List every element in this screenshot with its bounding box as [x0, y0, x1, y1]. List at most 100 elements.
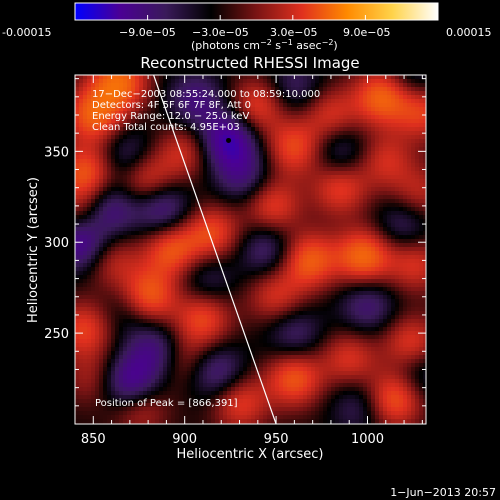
- heatmap-cell: [275, 107, 280, 112]
- heatmap-cell: [319, 295, 324, 300]
- heatmap-cell: [175, 215, 180, 220]
- heatmap-cell: [403, 151, 408, 156]
- heatmap-cell: [391, 275, 396, 280]
- heatmap-cell: [203, 147, 208, 152]
- heatmap-cell: [287, 79, 292, 84]
- heatmap-cell: [107, 199, 112, 204]
- heatmap-cell: [223, 115, 228, 120]
- heatmap-cell: [407, 111, 412, 116]
- heatmap-cell: [331, 115, 336, 120]
- heatmap-cell: [283, 171, 288, 176]
- heatmap-cell: [123, 255, 128, 260]
- heatmap-cell: [327, 275, 332, 280]
- heatmap-cell: [111, 279, 116, 284]
- heatmap-cell: [291, 95, 296, 100]
- heatmap-cell: [367, 271, 372, 276]
- heatmap-cell: [135, 267, 140, 272]
- heatmap-cell: [415, 187, 420, 192]
- heatmap-cell: [395, 131, 400, 136]
- heatmap-cell: [155, 235, 160, 240]
- heatmap-cell: [255, 79, 260, 84]
- heatmap-cell: [103, 299, 108, 304]
- heatmap-cell: [271, 195, 276, 200]
- heatmap-cell: [211, 147, 216, 152]
- heatmap-cell: [395, 139, 400, 144]
- heatmap-cell: [79, 219, 84, 224]
- heatmap-cell: [403, 179, 408, 184]
- heatmap-cell: [143, 287, 148, 292]
- heatmap-cell: [287, 147, 292, 152]
- heatmap-cell: [255, 203, 260, 208]
- heatmap-cell: [79, 91, 84, 96]
- heatmap-cell: [271, 247, 276, 252]
- heatmap-cell: [395, 127, 400, 132]
- heatmap-cell: [383, 111, 388, 116]
- heatmap-cell: [259, 123, 264, 128]
- heatmap-cell: [411, 99, 416, 104]
- heatmap-cell: [219, 239, 224, 244]
- heatmap-cell: [211, 283, 216, 288]
- heatmap-cell: [227, 207, 232, 212]
- heatmap-cell: [371, 295, 376, 300]
- heatmap-cell: [215, 91, 220, 96]
- heatmap-cell: [255, 287, 260, 292]
- heatmap-cell: [215, 283, 220, 288]
- heatmap-cell: [103, 291, 108, 296]
- heatmap-cell: [407, 239, 412, 244]
- heatmap-cell: [387, 91, 392, 96]
- heatmap-cell: [339, 187, 344, 192]
- heatmap-cell: [191, 219, 196, 224]
- heatmap-cell: [203, 191, 208, 196]
- heatmap-cell: [191, 243, 196, 248]
- heatmap-cell: [339, 143, 344, 148]
- heatmap-cell: [391, 91, 396, 96]
- heatmap-cell: [303, 87, 308, 92]
- heatmap-cell: [247, 91, 252, 96]
- heatmap-cell: [139, 291, 144, 296]
- heatmap-cell: [359, 215, 364, 220]
- heatmap-cell: [283, 147, 288, 152]
- heatmap-cell: [107, 155, 112, 160]
- heatmap-cell: [359, 119, 364, 124]
- heatmap-cell: [355, 75, 360, 80]
- heatmap-cell: [135, 103, 140, 108]
- heatmap-cell: [159, 131, 164, 136]
- heatmap-cell: [147, 239, 152, 244]
- heatmap-cell: [319, 259, 324, 264]
- heatmap-cell: [279, 115, 284, 120]
- heatmap-cell: [215, 163, 220, 168]
- heatmap-cell: [387, 187, 392, 192]
- heatmap-cell: [183, 283, 188, 288]
- heatmap-cell: [87, 139, 92, 144]
- heatmap-cell: [347, 199, 352, 204]
- heatmap-cell: [99, 135, 104, 140]
- heatmap-cell: [351, 211, 356, 216]
- heatmap-cell: [395, 295, 400, 300]
- heatmap-cell: [351, 247, 356, 252]
- heatmap-cell: [247, 135, 252, 140]
- heatmap-cell: [159, 79, 164, 84]
- heatmap-cell: [239, 119, 244, 124]
- heatmap-cell: [95, 187, 100, 192]
- heatmap-cell: [115, 167, 120, 172]
- heatmap-cell: [199, 291, 204, 296]
- heatmap-cell: [139, 75, 144, 80]
- heatmap-cell: [123, 119, 128, 124]
- heatmap-cell: [367, 139, 372, 144]
- heatmap-cell: [83, 83, 88, 88]
- heatmap-cell: [299, 231, 304, 236]
- heatmap-cell: [119, 275, 124, 280]
- heatmap-cell: [343, 87, 348, 92]
- heatmap-cell: [147, 227, 152, 232]
- heatmap-cell: [315, 171, 320, 176]
- heatmap-cell: [391, 231, 396, 236]
- heatmap-cell: [107, 267, 112, 272]
- heatmap-cell: [423, 115, 426, 120]
- heatmap-cell: [171, 131, 176, 136]
- heatmap-cell: [75, 207, 80, 212]
- heatmap-cell: [79, 135, 84, 140]
- heatmap-cell: [191, 91, 196, 96]
- heatmap-cell: [79, 191, 84, 196]
- heatmap-cell: [355, 219, 360, 224]
- heatmap-cell: [359, 239, 364, 244]
